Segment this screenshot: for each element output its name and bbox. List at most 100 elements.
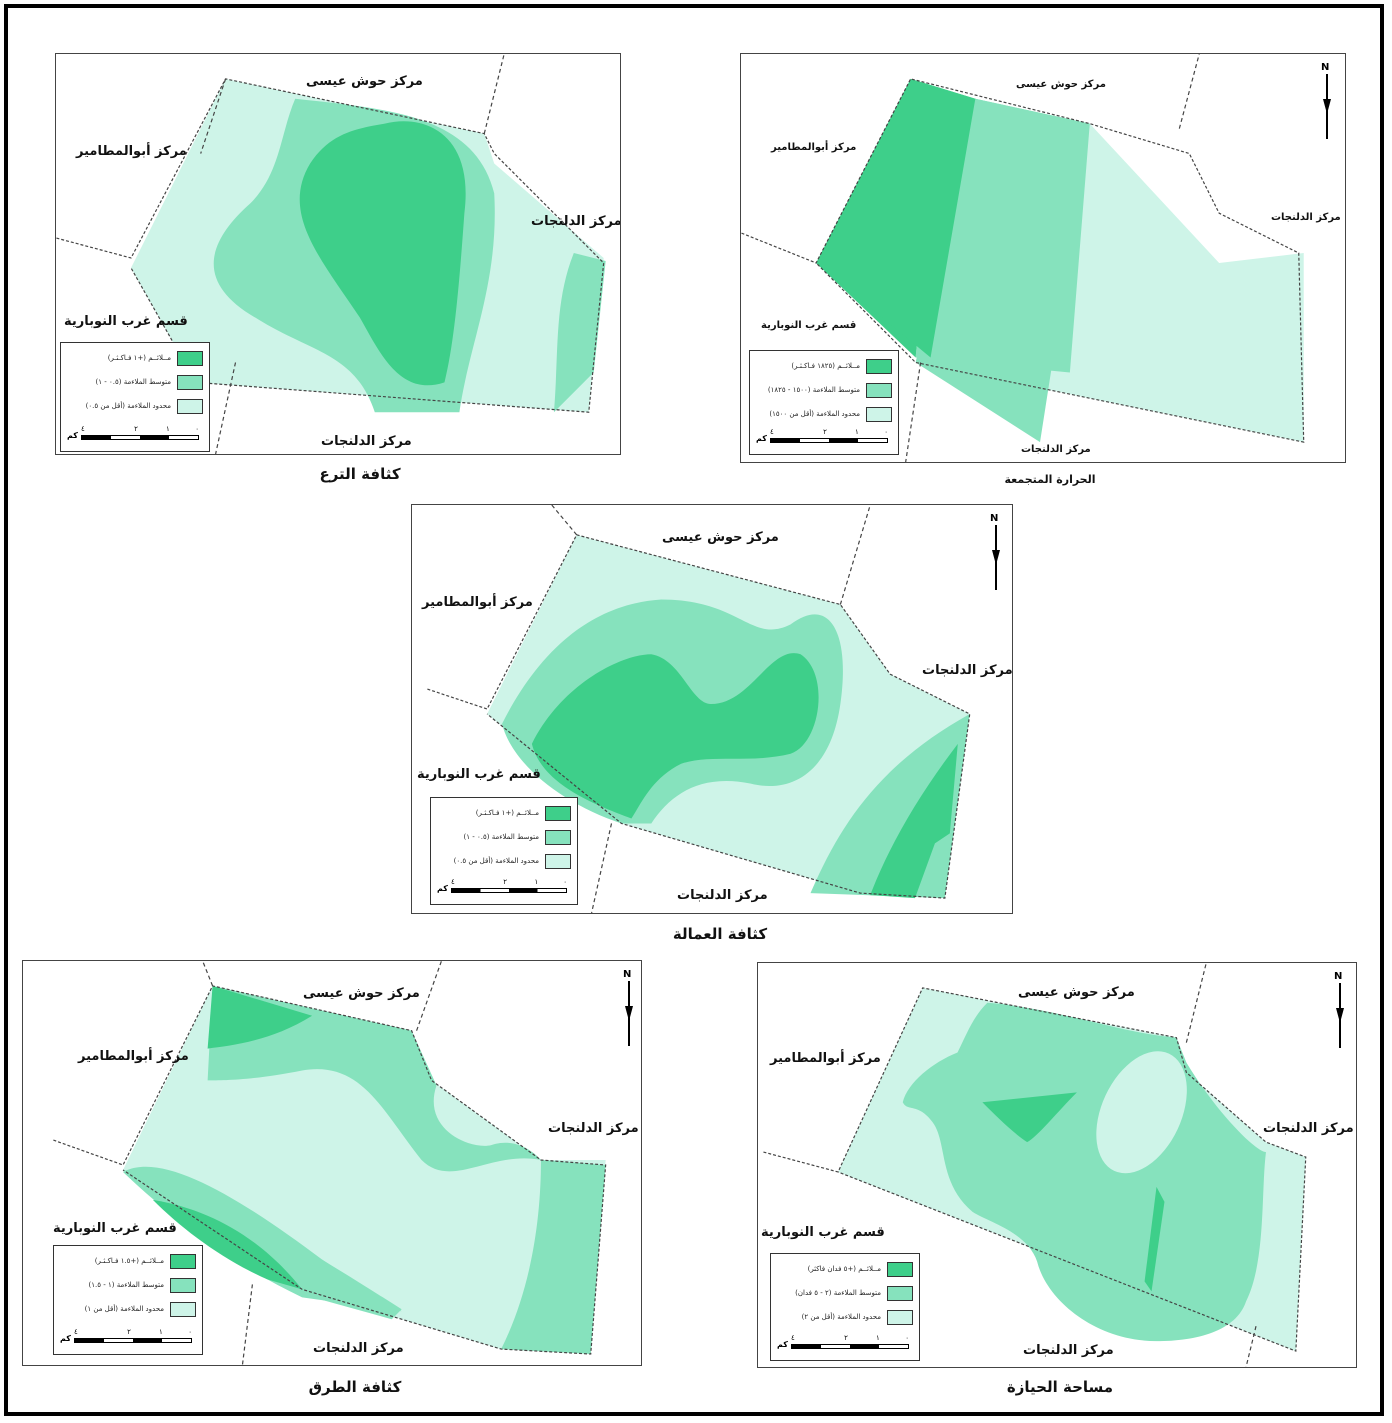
holding-high-sliver — [1144, 1186, 1165, 1292]
map-labor-density-drawing — [427, 505, 971, 913]
label-north-region: مركز حوش عيسى — [662, 530, 779, 545]
north-arrow: N — [1319, 62, 1335, 142]
scale-tick: ٢ — [503, 878, 507, 886]
scale-tick: ٢ — [823, 428, 827, 436]
north-letter: N — [990, 513, 999, 524]
legend-high-label: مــلائــم (+٥ فدان فاكثر) — [807, 1265, 881, 1273]
scale-tick: ١ — [534, 878, 539, 886]
north-arrow-icon — [1336, 983, 1344, 1048]
scale-unit: كم — [437, 884, 448, 893]
region-boundary — [53, 985, 607, 1355]
map-labor-density: مركز حوش عيسى مركز أبوالمطامير مركز الدل… — [411, 504, 1013, 914]
label-west-region: مركز أبوالمطامير — [422, 595, 533, 610]
scale-tick: ٤ — [81, 425, 85, 433]
legend-mid-label: متوسط الملاءمة (١٥٠٠ - ١٨٢٥) — [767, 386, 860, 394]
label-southwest-region: قسم غرب النوبارية — [761, 320, 857, 331]
legend-mid-label: متوسط الملاءمة (٠.٥ - ١) — [95, 378, 172, 386]
scale-tick: ٤ — [791, 1334, 795, 1342]
labor-high-zone — [531, 653, 819, 819]
scale-tick: ٠ — [884, 428, 888, 436]
holding-mid-zone — [902, 1002, 1266, 1342]
scale-tick: ٤ — [770, 428, 774, 436]
map-road-density-drawing — [53, 961, 607, 1365]
legend-high-swatch — [866, 358, 892, 374]
north-arrow-icon — [625, 981, 633, 1046]
label-east-region: مركز الدلنجات — [922, 663, 1013, 678]
label-southwest-region: قسم غرب النوبارية — [64, 314, 188, 329]
scale-bar: ٤ ٢ ١ ٠ كم — [777, 1334, 913, 1354]
label-west-region: مركز أبوالمطامير — [76, 144, 187, 159]
scale-tick: ١ — [854, 428, 859, 436]
north-letter: N — [1334, 971, 1343, 982]
legend-mid-swatch — [177, 374, 203, 390]
north-letter: N — [1321, 62, 1330, 73]
label-north-region: مركز حوش عيسى — [303, 986, 420, 1001]
legend-mid-swatch — [170, 1277, 196, 1293]
region-boundary — [427, 534, 971, 899]
scale-tick: ٠ — [563, 878, 567, 886]
scale-tick: ١ — [875, 1334, 880, 1342]
north-arrow: N — [988, 513, 1004, 593]
road-high-sw — [152, 1199, 303, 1290]
scale-tick: ٤ — [74, 1328, 78, 1336]
label-south-region: مركز الدلنجات — [313, 1341, 404, 1356]
label-southwest-region: قسم غرب النوبارية — [761, 1225, 885, 1240]
region-boundary — [763, 987, 1307, 1352]
scale-tick: ٢ — [844, 1334, 848, 1342]
label-south-region: مركز الدلنجات — [321, 434, 412, 449]
scale-bar: ٤ ٢ ١ ٠ كم — [67, 425, 203, 445]
scale-unit: كم — [67, 431, 78, 440]
outer-frame — [4, 4, 1384, 1416]
label-north-region: مركز حوش عيسى — [306, 74, 423, 89]
legend-high-swatch — [887, 1261, 913, 1277]
scale-tick: ١ — [165, 425, 170, 433]
legend: مــلائــم (١٨٢٥ فـاكـثـر) متوسط الملاءمة… — [749, 350, 899, 455]
legend-high-label: مــلائــم (+١.٥ فـاكـثـر) — [94, 1257, 164, 1265]
scale-unit: كم — [60, 1334, 71, 1343]
label-west-region: مركز أبوالمطامير — [78, 1049, 189, 1064]
north-arrow: N — [1332, 971, 1348, 1051]
road-mid-sw-2 — [123, 1166, 402, 1312]
map-canal-density-drawing — [56, 54, 606, 454]
legend-low-swatch — [887, 1309, 913, 1325]
scale-unit: كم — [756, 434, 767, 443]
legend-mid-swatch — [887, 1285, 913, 1301]
legend-low-swatch — [866, 406, 892, 422]
scale-tick: ٢ — [127, 1328, 131, 1336]
legend: مــلائــم (+١ فـاكـثـر) متوسط الملاءمة (… — [60, 342, 210, 452]
scale-tick: ٢ — [134, 425, 138, 433]
legend-mid-label: متوسط الملاءمة (٢ - ٥ فدان) — [795, 1289, 881, 1297]
scale-tick: ٠ — [905, 1334, 909, 1342]
legend-high-label: مــلائــم (+١ فـاكـثـر) — [107, 354, 171, 362]
label-west-region: مركز أبوالمطامير — [770, 1051, 881, 1066]
label-east-region: مركز الدلنجات — [548, 1121, 639, 1136]
north-letter: N — [623, 969, 632, 980]
legend-high-swatch — [177, 350, 203, 366]
legend-high-label: مــلائــم (١٨٢٥ فـاكـثـر) — [791, 362, 860, 370]
label-southwest-region: قسم غرب النوبارية — [417, 767, 541, 782]
legend: مــلائــم (+١.٥ فـاكـثـر) متوسط الملاءمة… — [53, 1245, 203, 1355]
holding-low-island — [1096, 1051, 1187, 1174]
legend-high-label: مــلائــم (+١ فـاكـثـر) — [475, 809, 539, 817]
road-high-top — [207, 985, 313, 1049]
map-holding-area: مركز حوش عيسى مركز أبوالمطامير مركز الدل… — [757, 962, 1357, 1368]
legend-high-swatch — [170, 1253, 196, 1269]
label-east-region: مركز الدلنجات — [1271, 212, 1341, 223]
legend-low-swatch — [177, 398, 203, 414]
map-title-labor-density: كثافة العمالة — [672, 925, 768, 943]
label-southwest-region: قسم غرب النوبارية — [53, 1221, 177, 1236]
legend-mid-label: متوسط الملاءمة (٠.٥ - ١) — [463, 833, 540, 841]
scale-bar: ٤ ٢ ١ ٠ كم — [60, 1328, 196, 1348]
north-arrow: N — [621, 969, 637, 1049]
scale-tick: ٠ — [195, 425, 199, 433]
scale-bar: ٤ ٢ ١ ٠ كم — [437, 878, 571, 898]
legend-high-swatch — [545, 805, 571, 821]
scale-tick: ١ — [158, 1328, 163, 1336]
map-holding-area-drawing — [763, 963, 1307, 1367]
scale-bar: ٤ ٢ ١ ٠ كم — [756, 428, 892, 448]
label-south-region: مركز الدلنجات — [1023, 1343, 1114, 1358]
scale-tick: ٤ — [451, 878, 455, 886]
label-west-region: مركز أبوالمطامير — [771, 142, 857, 153]
legend-low-swatch — [545, 853, 571, 869]
legend-low-label: محدود الملاءمة (أقل من ١٥٠٠) — [769, 410, 860, 418]
